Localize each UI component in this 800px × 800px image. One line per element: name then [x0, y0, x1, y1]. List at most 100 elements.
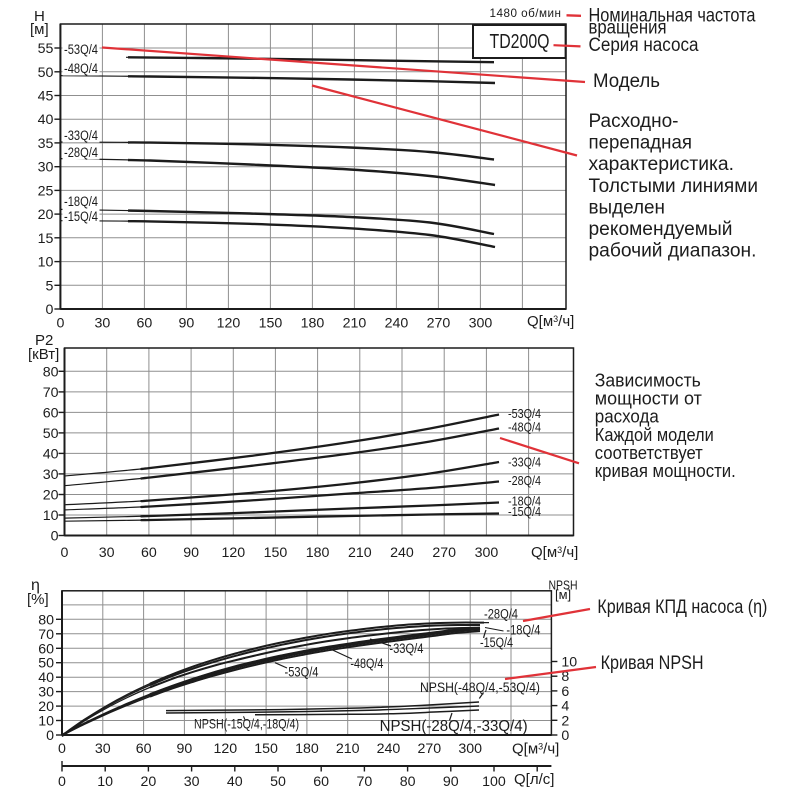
svg-text:240: 240 — [377, 741, 401, 757]
svg-text:100: 100 — [482, 774, 506, 790]
svg-text:[кВт]: [кВт] — [28, 346, 59, 363]
svg-text:Q[л/с]: Q[л/с] — [514, 771, 554, 788]
svg-text:80: 80 — [38, 612, 54, 628]
svg-text:8: 8 — [561, 669, 569, 685]
svg-text:-18Q/4: -18Q/4 — [506, 623, 540, 638]
svg-text:20: 20 — [38, 699, 54, 715]
svg-text:90: 90 — [177, 741, 193, 757]
svg-text:6: 6 — [561, 684, 569, 700]
svg-text:90: 90 — [179, 316, 195, 332]
svg-text:40: 40 — [227, 774, 243, 790]
svg-text:270: 270 — [427, 316, 451, 332]
svg-text:50: 50 — [38, 65, 54, 81]
svg-text:60: 60 — [137, 316, 153, 332]
svg-text:NPSH(-48Q/4,-53Q/4): NPSH(-48Q/4,-53Q/4) — [420, 680, 540, 695]
svg-text:150: 150 — [264, 545, 288, 561]
svg-text:Каждой модели: Каждой модели — [595, 425, 714, 445]
svg-text:P2: P2 — [35, 332, 53, 349]
svg-text:50: 50 — [270, 774, 286, 790]
svg-text:60: 60 — [38, 641, 54, 657]
svg-text:120: 120 — [217, 316, 241, 332]
svg-text:60: 60 — [313, 774, 329, 790]
svg-text:расхода: расхода — [595, 407, 660, 427]
svg-text:выделен: выделен — [589, 197, 666, 218]
svg-text:Кривая КПД насоса (η): Кривая КПД насоса (η) — [597, 597, 767, 618]
svg-text:рабочий диапазон.: рабочий диапазон. — [589, 241, 757, 262]
svg-text:-53Q/4: -53Q/4 — [508, 407, 541, 421]
svg-text:180: 180 — [306, 545, 330, 561]
svg-text:0: 0 — [56, 316, 64, 332]
svg-text:-28Q/4: -28Q/4 — [64, 145, 98, 160]
svg-text:Q[м3/ч]: Q[м3/ч] — [512, 741, 559, 758]
svg-text:80: 80 — [43, 364, 59, 380]
svg-text:-18Q/4: -18Q/4 — [64, 194, 98, 209]
svg-text:[%]: [%] — [27, 591, 49, 608]
svg-text:40: 40 — [38, 112, 54, 128]
svg-text:TD200Q: TD200Q — [490, 31, 550, 53]
svg-text:180: 180 — [301, 316, 325, 332]
svg-text:Q[м3/ч]: Q[м3/ч] — [527, 313, 574, 330]
svg-text:60: 60 — [141, 545, 157, 561]
svg-text:5: 5 — [46, 278, 54, 294]
svg-text:120: 120 — [213, 741, 237, 757]
svg-text:-15Q/4: -15Q/4 — [480, 635, 513, 650]
svg-text:Толстыми линиями: Толстыми линиями — [589, 176, 759, 197]
svg-text:0: 0 — [61, 545, 69, 561]
svg-text:Серия насоса: Серия насоса — [589, 35, 699, 56]
svg-text:30: 30 — [38, 685, 54, 701]
svg-text:270: 270 — [417, 741, 441, 757]
svg-text:210: 210 — [336, 741, 360, 757]
svg-text:мощности от: мощности от — [595, 389, 702, 409]
svg-text:-15Q/4: -15Q/4 — [508, 505, 541, 519]
svg-text:10: 10 — [97, 774, 113, 790]
svg-text:-53Q/4: -53Q/4 — [64, 42, 98, 57]
svg-text:0: 0 — [58, 774, 66, 790]
svg-text:120: 120 — [221, 545, 245, 561]
svg-text:45: 45 — [38, 89, 54, 105]
svg-text:70: 70 — [43, 385, 59, 401]
svg-text:характеристика.: характеристика. — [589, 154, 735, 175]
svg-text:4: 4 — [561, 699, 569, 715]
svg-text:50: 50 — [43, 426, 59, 442]
svg-text:NPSH(-15Q/4,-18Q/4): NPSH(-15Q/4,-18Q/4) — [194, 717, 299, 732]
svg-text:H: H — [34, 8, 45, 25]
svg-text:300: 300 — [458, 741, 482, 757]
svg-text:40: 40 — [43, 446, 59, 462]
svg-text:80: 80 — [400, 774, 416, 790]
svg-text:-33Q/4: -33Q/4 — [389, 641, 423, 656]
svg-text:[м]: [м] — [555, 587, 571, 602]
svg-text:10: 10 — [38, 255, 54, 271]
svg-text:-18Q/4: -18Q/4 — [508, 495, 541, 509]
svg-text:перепадная: перепадная — [589, 133, 693, 154]
svg-text:NPSH(-28Q/4,-33Q/4): NPSH(-28Q/4,-33Q/4) — [380, 718, 528, 735]
svg-text:30: 30 — [95, 316, 111, 332]
svg-text:30: 30 — [43, 467, 59, 483]
svg-text:60: 60 — [136, 741, 152, 757]
svg-text:30: 30 — [38, 160, 54, 176]
svg-text:-33Q/4: -33Q/4 — [64, 128, 98, 143]
svg-text:Номинальная частота: Номинальная частота — [589, 6, 756, 27]
svg-text:NPSH: NPSH — [549, 578, 578, 593]
svg-text:-33Q/4: -33Q/4 — [508, 456, 541, 470]
svg-text:55: 55 — [38, 41, 54, 57]
svg-text:90: 90 — [443, 774, 459, 790]
svg-text:30: 30 — [99, 545, 115, 561]
svg-text:η: η — [31, 577, 40, 594]
svg-text:-48Q/4: -48Q/4 — [350, 656, 383, 671]
svg-text:Расходно-: Расходно- — [589, 111, 679, 132]
svg-text:30: 30 — [95, 741, 111, 757]
svg-text:1480 об/мин: 1480 об/мин — [490, 6, 562, 20]
svg-text:300: 300 — [469, 316, 493, 332]
svg-text:70: 70 — [357, 774, 373, 790]
svg-text:30: 30 — [184, 774, 200, 790]
svg-text:вращения: вращения — [589, 18, 667, 39]
svg-text:-48Q/4: -48Q/4 — [508, 421, 541, 435]
svg-text:0: 0 — [46, 302, 54, 318]
svg-text:-28Q/4: -28Q/4 — [484, 607, 518, 622]
svg-text:40: 40 — [38, 670, 54, 686]
svg-text:20: 20 — [38, 207, 54, 223]
svg-text:соответствует: соответствует — [595, 443, 703, 463]
svg-text:0: 0 — [51, 529, 59, 545]
svg-text:-53Q/4: -53Q/4 — [285, 665, 319, 680]
svg-text:35: 35 — [38, 136, 54, 152]
